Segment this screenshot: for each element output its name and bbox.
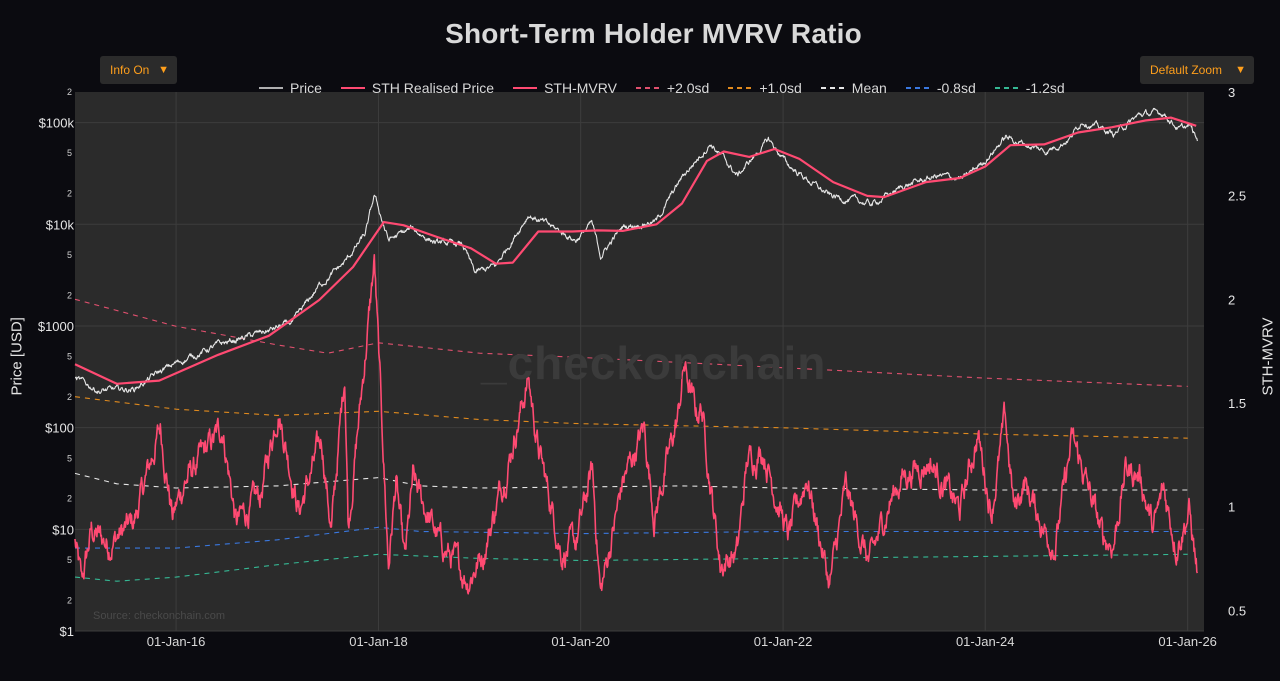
x-tick-label: 01-Jan-26 (1158, 634, 1217, 649)
series-line-sth-mvrv (74, 254, 1199, 595)
legend-label: +2.0sd (666, 80, 710, 96)
y-minor-tick-label: 2 (67, 494, 72, 504)
y2-tick-label: 3 (1228, 85, 1235, 100)
series-line-2-0sd (74, 298, 1188, 387)
legend-label: STH-MVRV (544, 80, 617, 96)
y-tick-label: $100 (45, 421, 74, 436)
series-line-0-8sd (75, 526, 1188, 549)
chart-legend: Price STH Realised Price STH-MVRV +2.0sd +1.… (258, 79, 1083, 97)
info-toggle-dropdown[interactable]: Info On ▼ (100, 56, 177, 84)
series-line-1-2sd (74, 553, 1188, 582)
y-minor-tick-label: 2 (67, 392, 72, 402)
legend-swatch (259, 87, 283, 89)
legend-item[interactable]: STH-MVRV (512, 80, 617, 96)
y2-tick-label: 1.5 (1228, 396, 1246, 411)
series-line-mean (74, 472, 1188, 491)
y-minor-tick-label: 5 (67, 555, 72, 565)
series-layer (74, 107, 1199, 595)
y-minor-tick-label: 2 (67, 290, 72, 300)
legend-swatch (994, 87, 1019, 89)
legend-item[interactable]: +2.0sd (635, 80, 709, 96)
legend-item[interactable]: -0.8sd (905, 80, 976, 96)
legend-item[interactable]: Price (258, 80, 322, 96)
legend-label: +1.0sd (759, 80, 802, 96)
y2-tick-label: 0.5 (1228, 603, 1246, 618)
info-toggle-label: Info On (110, 63, 150, 77)
y-tick-label: $10 (52, 522, 74, 537)
legend-swatch (635, 87, 660, 89)
legend-swatch (728, 87, 753, 89)
y2-tick-label: 1 (1228, 500, 1235, 515)
legend-label: -1.2sd (1025, 80, 1065, 96)
legend-item[interactable]: Mean (820, 80, 887, 96)
y2-tick-label: 2.5 (1228, 189, 1246, 204)
legend-label: Mean (851, 80, 887, 96)
y-tick-label: $1 (60, 624, 74, 639)
legend-item[interactable]: +1.0sd (727, 80, 802, 96)
x-tick-label: 01-Jan-18 (349, 634, 408, 649)
axis-labels: 01-Jan-16 01-Jan-18 01-Jan-20 01-Jan-22 01-J… (38, 85, 1246, 649)
grid-lines (75, 92, 1204, 632)
legend-swatch (513, 87, 538, 89)
y-minor-tick-label: 2 (67, 189, 72, 199)
x-tick-label: 01-Jan-16 (147, 634, 206, 649)
legend-label: Price (290, 80, 322, 96)
plot-area (75, 92, 1204, 631)
zoom-label: Default Zoom (1150, 63, 1223, 77)
y-minor-tick-label: 2 (67, 595, 72, 605)
series-line-1-0sd (74, 396, 1188, 439)
legend-swatch (340, 87, 365, 89)
y-minor-tick-label: 5 (67, 250, 72, 260)
y-minor-tick-label: 5 (67, 453, 72, 463)
y-minor-tick-label: 5 (67, 352, 72, 362)
legend-label: STH Realised Price (371, 80, 495, 96)
y-tick-label: $1000 (38, 319, 74, 334)
chart-title: Short-Term Holder MVRV Ratio (445, 18, 862, 49)
legend-label: -0.8sd (936, 80, 976, 96)
y-minor-tick-label: 2 (67, 87, 72, 97)
zoom-dropdown[interactable]: Default Zoom ▼ (1140, 56, 1254, 84)
y2-tick-label: 2 (1228, 292, 1235, 307)
legend-swatch (820, 87, 845, 89)
y-minor-tick-label: 5 (67, 148, 72, 158)
x-tick-label: 01-Jan-22 (754, 634, 813, 649)
legend-item[interactable]: STH Realised Price (340, 80, 494, 96)
series-line-sth-realised-price (74, 116, 1197, 385)
chevron-down-icon: ▼ (158, 64, 169, 76)
y2-axis-title: STH-MVRV (1259, 317, 1277, 396)
x-tick-label: 01-Jan-20 (551, 634, 610, 649)
legend-swatch (905, 87, 930, 89)
x-tick-label: 01-Jan-24 (956, 634, 1015, 649)
legend-item[interactable]: -1.2sd (994, 80, 1065, 96)
source-note: Source: checkonchain.com (93, 610, 226, 622)
y-axis-title: Price [USD] (8, 317, 26, 396)
chevron-down-icon: ▼ (1235, 64, 1246, 76)
y-tick-label: $100k (39, 116, 75, 131)
watermark: _checkonchain (481, 337, 827, 389)
y-tick-label: $10k (46, 217, 75, 232)
